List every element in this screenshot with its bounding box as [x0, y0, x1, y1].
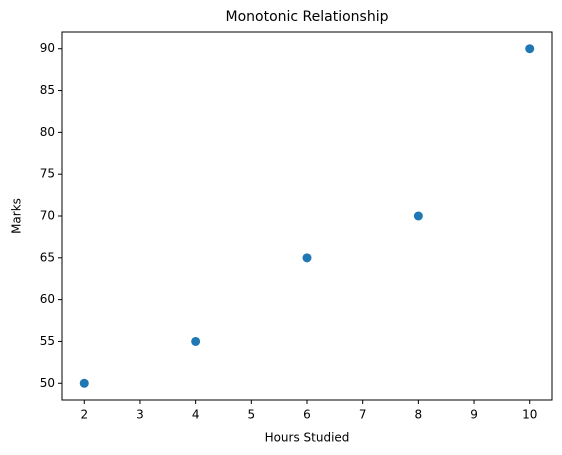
x-tick-label: 2 [80, 408, 88, 422]
point [302, 253, 312, 263]
point [79, 378, 89, 388]
y-axis-label: Marks [10, 198, 24, 234]
y-tick-label: 60 [40, 292, 55, 306]
point [525, 44, 535, 54]
y-tick-label: 85 [40, 83, 55, 97]
y-tick-label: 80 [40, 125, 55, 139]
y-tick-label: 75 [40, 167, 55, 181]
x-tick-label: 3 [136, 408, 144, 422]
x-tick-label: 10 [522, 408, 537, 422]
y-tick-label: 50 [40, 376, 55, 390]
plot-frame [61, 31, 553, 401]
x-tick-label: 9 [470, 408, 478, 422]
x-tick-label: 7 [359, 408, 367, 422]
x-tick-label: 5 [247, 408, 255, 422]
point [413, 211, 423, 221]
x-tick-label: 6 [303, 408, 311, 422]
x-tick-label: 8 [415, 408, 423, 422]
y-tick-label: 65 [40, 250, 55, 264]
chart-title: Monotonic Relationship [226, 9, 389, 25]
x-axis-label: Hours Studied [265, 431, 350, 445]
y-tick-label: 55 [40, 334, 55, 348]
y-tick-label: 70 [40, 209, 55, 223]
y-tick-label: 90 [40, 41, 55, 55]
point [191, 336, 201, 346]
x-tick-label: 4 [192, 408, 200, 422]
